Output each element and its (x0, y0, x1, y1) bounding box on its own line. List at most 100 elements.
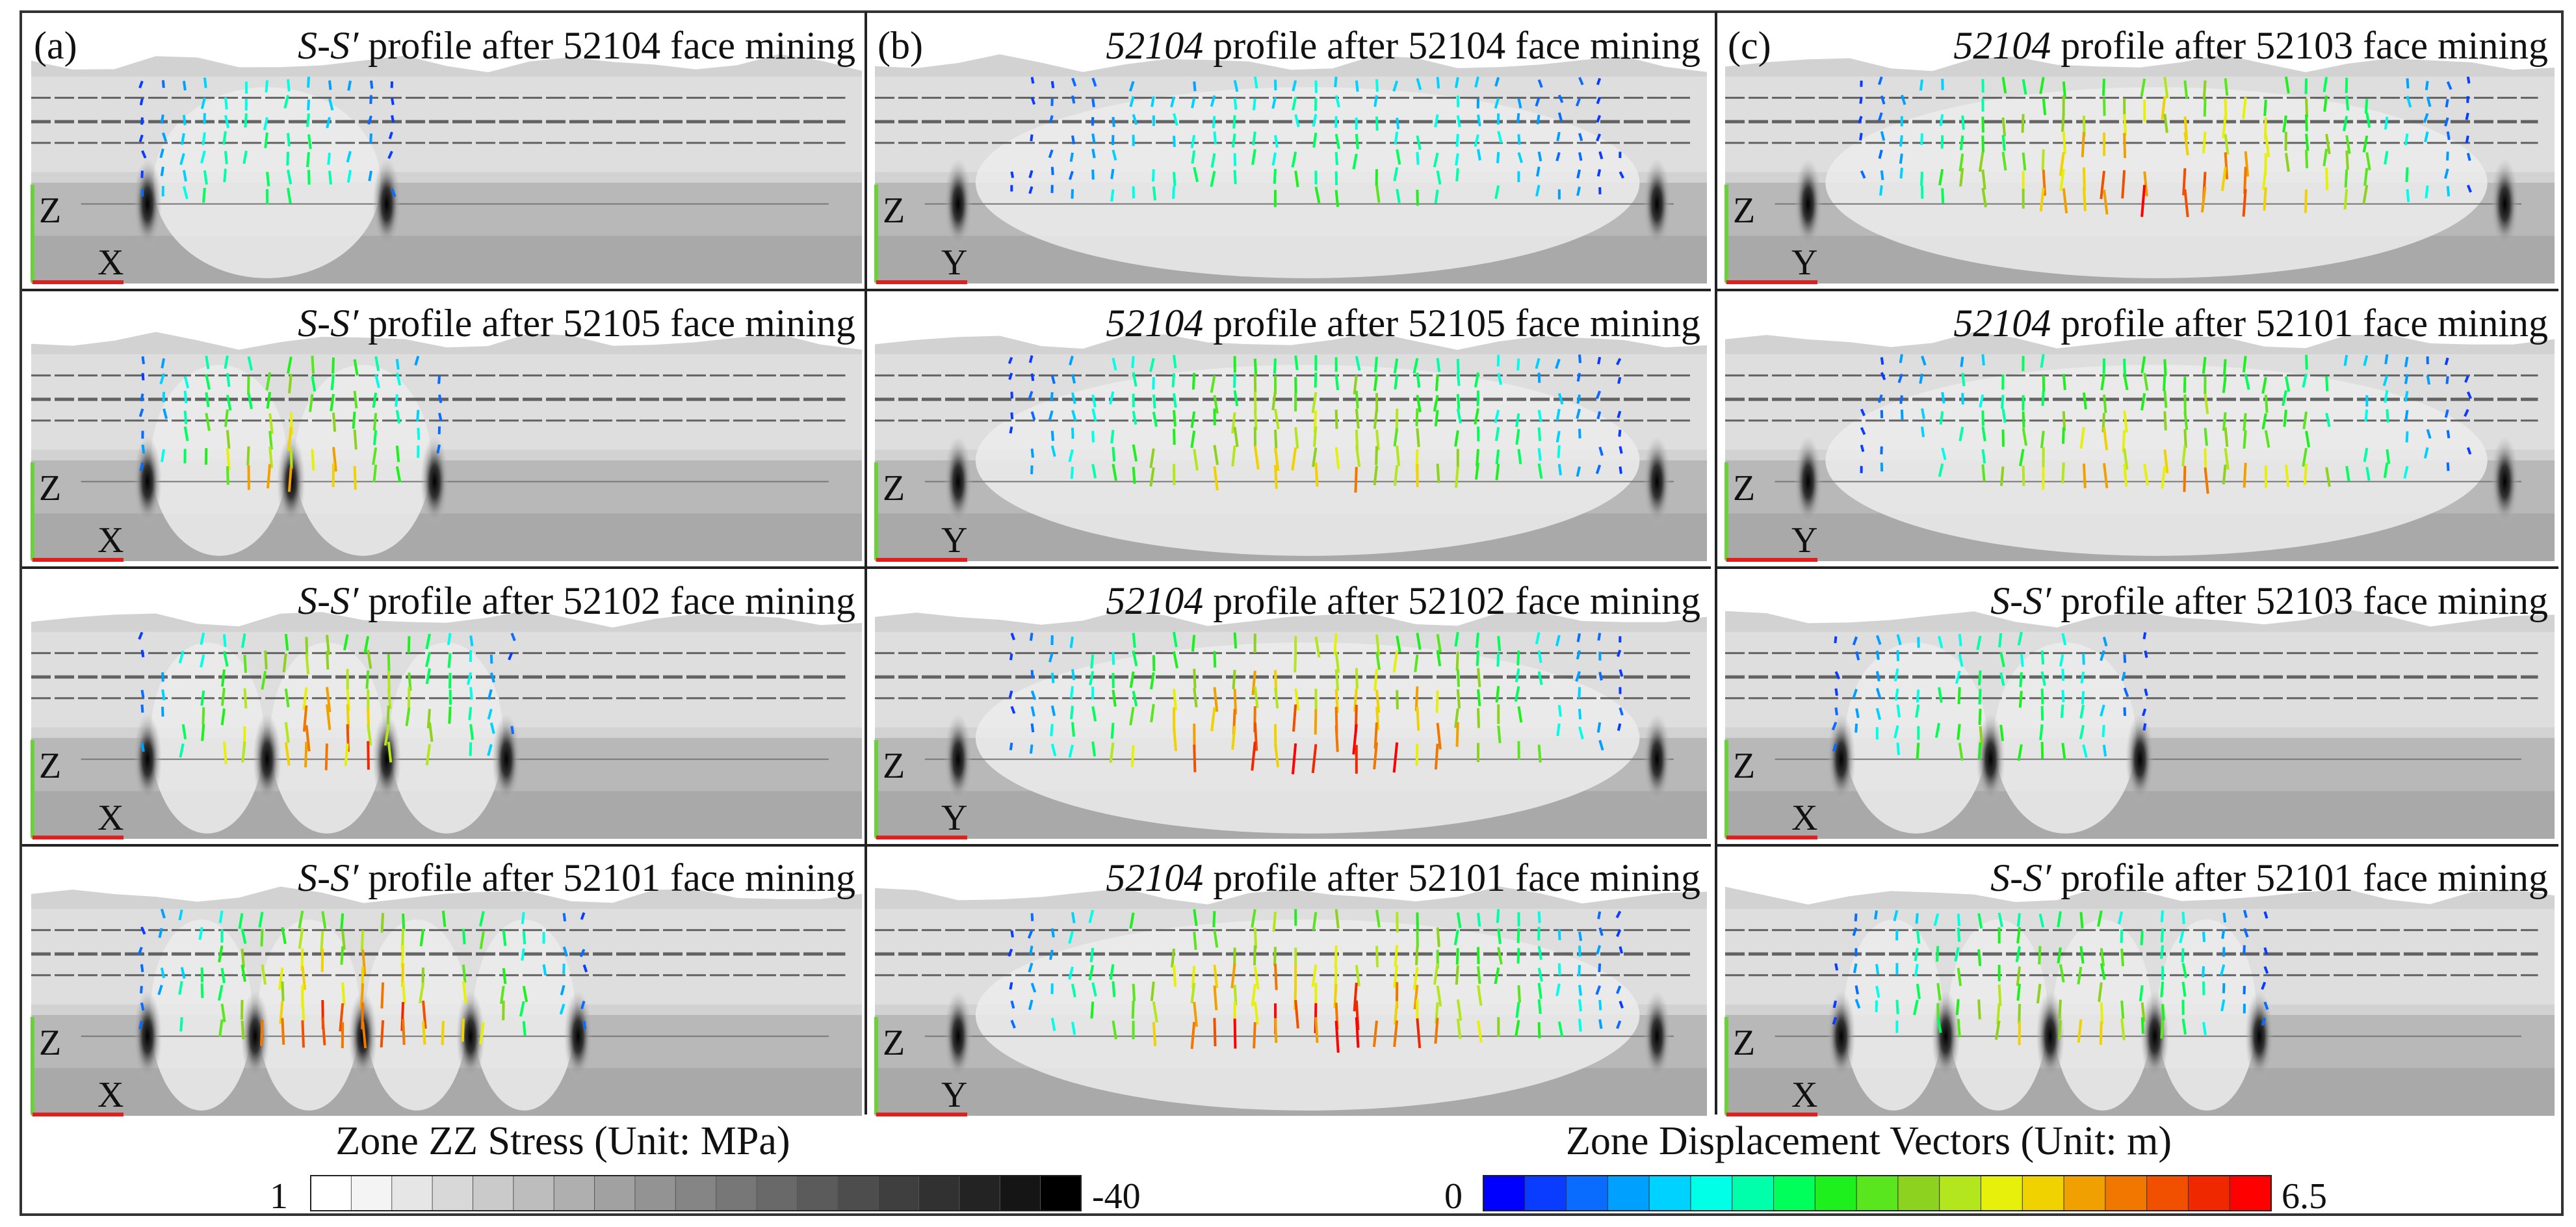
displacement-vector (284, 722, 290, 743)
displacement-vector (138, 631, 144, 640)
displacement-vector (1455, 168, 1459, 181)
displacement-vector (1294, 114, 1300, 127)
displacement-vector (1071, 983, 1076, 997)
displacement-vector (264, 132, 268, 148)
displacement-vector (562, 913, 567, 922)
displacement-vector (1010, 1020, 1016, 1029)
displacement-vector (1030, 690, 1037, 700)
displacement-vector (1251, 149, 1256, 165)
displacement-vector (326, 116, 331, 129)
displacement-vectors (137, 908, 588, 1049)
displacement-vector (1535, 97, 1541, 107)
displacement-vector (417, 427, 421, 440)
stress-concentration (372, 158, 401, 250)
displacement-vector (1068, 930, 1074, 944)
displacement-vector (2061, 690, 2065, 703)
displacement-vector (1916, 983, 1921, 999)
displacement-vector (2325, 376, 2329, 391)
displacement-vector (1578, 984, 1582, 996)
displacement-vector (1494, 98, 1500, 109)
displacement-vector (1393, 428, 1399, 447)
displacement-vector (2017, 631, 2023, 646)
displacement-vector (1497, 725, 1502, 743)
axis-h-label: Y (941, 243, 967, 283)
stress-concentration (492, 713, 521, 805)
displacement-vector (2403, 466, 2409, 479)
displacement-vector (2163, 411, 2167, 431)
displacement-vector (1132, 444, 1138, 462)
displacement-vector (361, 1021, 367, 1049)
displacement-vector (1575, 98, 1581, 107)
stress-concentration (456, 990, 485, 1082)
panel-title: 52104 profile after 52104 face mining (1106, 24, 1700, 67)
displacement-vector (1474, 134, 1479, 147)
displacement-vector (2302, 373, 2308, 388)
displacement-vector (283, 95, 289, 109)
displacement-vector (2122, 430, 2126, 453)
displacement-vector (1576, 466, 1581, 477)
displacement-vector (238, 913, 244, 929)
displacement-vector (2200, 187, 2207, 213)
displacement-vector (287, 467, 293, 492)
displacement-vector (1393, 965, 1399, 988)
displacement-vector (218, 1019, 224, 1037)
displacement-vector (1941, 188, 1945, 204)
displacement-vector (1517, 706, 1523, 723)
displacement-vector (1416, 189, 1419, 206)
displacement-vector (2181, 962, 2188, 979)
displacement-vector (522, 930, 527, 945)
displacement-vector (1455, 722, 1459, 747)
displacement-vector (1456, 115, 1461, 127)
displacement-vector (1954, 947, 1960, 962)
displacement-vector (1069, 686, 1074, 699)
displacement-vector (2123, 114, 2127, 136)
displacement-vector (1010, 706, 1016, 714)
displacement-vector (387, 741, 393, 763)
displacement-vector (2001, 77, 2007, 94)
stress-concentration (2126, 713, 2154, 805)
displacement-color-swatch (1939, 1175, 1982, 1211)
displacement-vector (1415, 408, 1419, 427)
displacement-vector (266, 172, 270, 187)
displacement-vector (1477, 966, 1481, 984)
displacement-vector (1494, 77, 1500, 87)
displacement-vector (2161, 96, 2166, 120)
displacement-vector (1030, 723, 1035, 733)
displacement-vector (2080, 671, 2085, 684)
displacement-vector (1334, 410, 1338, 429)
displacement-vector (284, 633, 289, 651)
displacement-vector (1070, 706, 1074, 720)
displacement-vector (1494, 427, 1500, 442)
displacement-vector (1355, 408, 1360, 429)
displacement-vector (1091, 133, 1096, 144)
displacement-vector (2123, 358, 2126, 375)
displacement-vectors (1832, 910, 2269, 1046)
displacement-vector (1899, 153, 1903, 164)
displacement-vector (2465, 112, 2469, 120)
displacement-vector (2406, 96, 2412, 108)
displacement-vector (1477, 114, 1481, 127)
displacement-vector (178, 981, 183, 996)
displacement-vector (1958, 743, 1964, 761)
displacement-vector (1050, 672, 1055, 683)
displacement-vector (2325, 412, 2331, 427)
displacement-vector (353, 466, 357, 490)
displacement-vector (2001, 429, 2005, 447)
displacement-vector (1596, 722, 1602, 733)
displacement-vector (205, 355, 210, 369)
displacement-vector (1314, 636, 1321, 658)
displacement-vector (183, 390, 188, 404)
displacement-vector (1334, 76, 1338, 88)
displacement-vector (1152, 186, 1157, 201)
displacement-vector (1253, 686, 1259, 708)
displacement-vector (422, 1000, 427, 1029)
displacement-vector (2000, 395, 2005, 409)
displacement-vector (1896, 634, 1902, 646)
displacement-vector (2057, 947, 2062, 964)
displacement-vector (391, 98, 395, 105)
displacement-vector (201, 724, 205, 741)
displacement-vector (1375, 910, 1381, 928)
stress-color-swatch (878, 1175, 920, 1211)
panel-title: 52104 profile after 52103 face mining (1953, 24, 2548, 67)
displacement-vector (1190, 983, 1196, 1004)
